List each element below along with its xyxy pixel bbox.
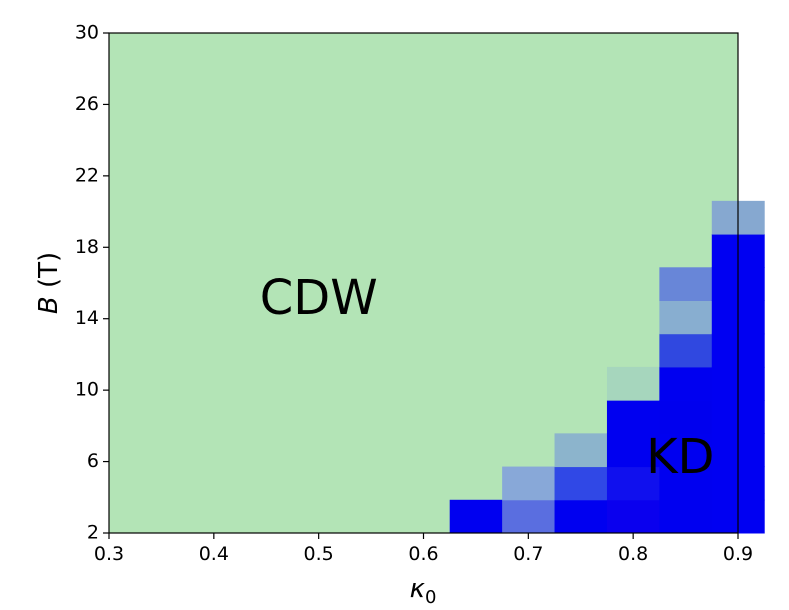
x-axis-label-subscript: 0: [425, 587, 436, 608]
x-tick-label: 0.4: [199, 543, 229, 565]
y-tick-label: 22: [75, 164, 99, 186]
heatmap-cell: [659, 433, 713, 468]
heatmap-cell: [554, 499, 608, 534]
x-tick-label: 0.9: [723, 543, 753, 565]
y-tick-label: 30: [75, 22, 99, 44]
heatmap-cell: [659, 300, 713, 335]
y-tick-label: 26: [75, 93, 99, 115]
y-axis-label-unit: (T): [34, 252, 64, 296]
x-tick-label: 0.7: [513, 543, 543, 565]
heatmap-cells: [449, 200, 765, 534]
x-axis-label: κ0: [410, 574, 437, 608]
region-annotations: CDW KD: [260, 270, 715, 485]
x-axis-label-main: κ: [410, 574, 426, 604]
y-tick-label: 2: [87, 522, 99, 544]
x-tick-label: 0.6: [408, 543, 438, 565]
x-tick-label: 0.8: [618, 543, 648, 565]
x-tick-label: 0.3: [94, 543, 124, 565]
heatmap-cell: [659, 333, 713, 368]
heatmap-cell: [502, 466, 556, 501]
y-tick-label: 10: [75, 379, 99, 401]
y-axis-label: B (T): [34, 252, 64, 314]
y-tick-label: 6: [87, 450, 99, 472]
x-axis-ticks: 0.3 0.4 0.5 0.6 0.7 0.8 0.9: [94, 533, 753, 565]
y-axis-label-italic: B: [34, 296, 64, 314]
y-tick-label: 18: [75, 236, 99, 258]
heatmap-cell: [659, 267, 713, 301]
region-label-kd: KD: [646, 429, 714, 485]
heatmap-cell: [502, 499, 556, 534]
heatmap-cell: [606, 366, 660, 401]
heatmap-cell: [659, 466, 713, 501]
heatmap-cell: [606, 400, 660, 434]
heatmap-cell: [659, 499, 713, 534]
heatmap-cell: [606, 466, 660, 501]
heatmap-cell: [659, 366, 713, 401]
heatmap-cell: [449, 499, 503, 534]
heatmap-cell: [606, 499, 660, 534]
heatmap-cell: [606, 433, 660, 468]
x-tick-label: 0.5: [304, 543, 334, 565]
region-label-cdw: CDW: [260, 270, 378, 326]
y-tick-label: 14: [75, 307, 99, 329]
heatmap-cell: [554, 433, 608, 468]
heatmap-cell: [659, 400, 713, 434]
heatmap-cell: [554, 466, 608, 501]
